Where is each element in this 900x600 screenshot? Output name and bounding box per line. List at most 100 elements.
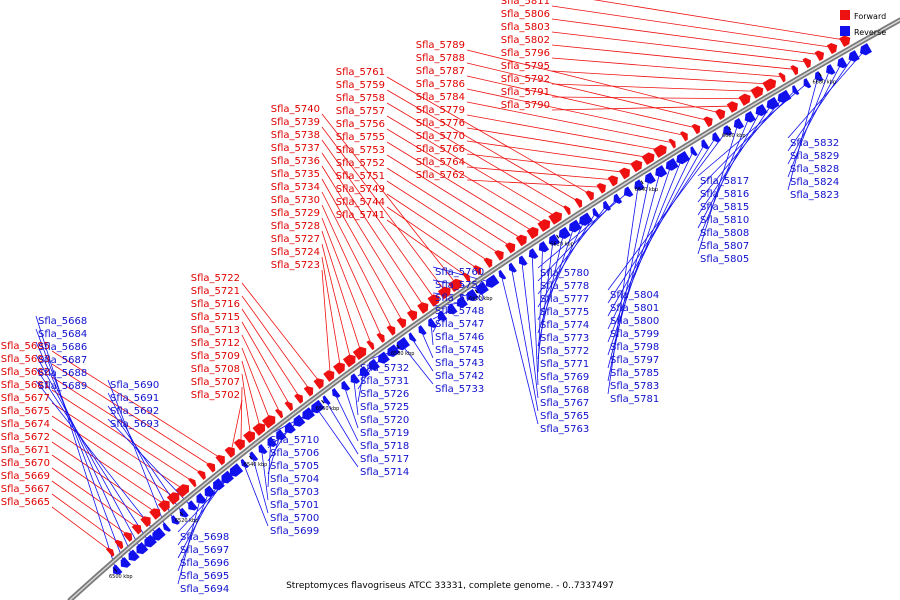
forward-gene-label: Sfla_5734 <box>271 182 320 193</box>
reverse-gene-arrow <box>848 50 860 62</box>
forward-gene-arrow <box>386 325 396 336</box>
forward-connector <box>241 334 281 414</box>
forward-connector <box>51 415 175 498</box>
forward-gene-arrow <box>252 423 266 436</box>
reverse-connector <box>35 380 158 536</box>
forward-gene-label: Sfla_5667 <box>1 484 50 495</box>
forward-gene-arrow <box>206 462 216 473</box>
forward-connector <box>386 128 546 225</box>
reverse-gene-arrow <box>267 436 277 447</box>
forward-connector <box>321 256 341 368</box>
reverse-gene-arrow <box>528 248 539 259</box>
forward-connector <box>466 49 722 114</box>
forward-gene-arrow <box>166 492 180 505</box>
reverse-connector <box>537 240 554 360</box>
reverse-gene-label: Sfla_5760 <box>435 267 484 278</box>
scale-tick <box>179 511 184 516</box>
reverse-gene-label: Sfla_5694 <box>180 584 229 595</box>
reverse-gene-arrow <box>755 103 768 117</box>
reverse-gene-label: Sfla_5780 <box>540 268 589 279</box>
reverse-connector <box>420 330 434 359</box>
forward-gene-label: Sfla_5744 <box>336 197 385 208</box>
reverse-gene-label: Sfla_5746 <box>435 332 484 343</box>
reverse-connector <box>357 365 374 390</box>
reverse-gene-arrow <box>733 118 745 130</box>
forward-gene-label: Sfla_5675 <box>1 406 50 417</box>
forward-gene-label: Sfla_5669 <box>1 471 50 482</box>
scale-tick <box>321 399 325 404</box>
gene-labels: Sfla_5665 Sfla_5667 Sfla_5669 Sfla_5670 Sfla… <box>1 0 839 595</box>
reverse-gene-arrow <box>311 399 325 414</box>
forward-connector <box>466 127 650 159</box>
forward-gene-arrow <box>826 42 838 55</box>
reverse-gene-arrow <box>676 150 691 165</box>
forward-gene-label: Sfla_5740 <box>271 104 320 115</box>
reverse-gene-label: Sfla_5768 <box>540 385 589 396</box>
forward-gene-label: Sfla_5683 <box>1 354 50 365</box>
forward-connector <box>241 308 301 398</box>
reverse-gene-arrow <box>803 78 812 89</box>
forward-connector <box>551 44 796 70</box>
reverse-gene-arrow <box>777 89 792 104</box>
scale-ticks: 6500 kbp 6520 kbp 6540 kbp 6560 kbp 6580 kbp… <box>109 72 836 580</box>
reverse-gene-label: Sfla_5773 <box>540 333 589 344</box>
scale-tick-label: 6580 kbp <box>391 351 415 357</box>
forward-gene-arrow <box>790 65 799 76</box>
forward-connector <box>386 154 523 240</box>
reverse-gene-label: Sfla_5695 <box>180 571 229 582</box>
scale-tick-label: 6680 kbp <box>812 80 836 86</box>
scale-tick <box>818 72 822 77</box>
reverse-gene-arrow <box>332 387 341 398</box>
forward-gene-arrow <box>563 205 571 216</box>
forward-gene-arrow <box>175 484 190 498</box>
forward-gene-label: Sfla_5736 <box>271 156 320 167</box>
forward-gene-arrow <box>366 340 375 351</box>
forward-connector <box>466 75 698 129</box>
forward-gene-label: Sfla_5795 <box>501 61 550 72</box>
reverse-gene-arrow <box>690 146 698 157</box>
reverse-connector <box>537 206 607 295</box>
forward-gene-label: Sfla_5762 <box>416 170 465 181</box>
forward-gene-arrow <box>224 446 235 458</box>
forward-gene-label: Sfla_5776 <box>416 118 465 129</box>
forward-connector <box>386 193 490 263</box>
forward-connector <box>230 399 243 452</box>
reverse-gene-label: Sfla_5774 <box>540 320 589 331</box>
reverse-gene-arrow <box>792 85 800 96</box>
reverse-gene-label: Sfla_5742 <box>435 371 484 382</box>
forward-connector <box>466 88 686 136</box>
reverse-gene-arrow <box>613 193 623 204</box>
legend-forward-label: Forward <box>854 12 886 21</box>
forward-gene-label: Sfla_5792 <box>501 74 550 85</box>
forward-connector <box>51 467 139 529</box>
reverse-gene-label: Sfla_5783 <box>610 381 659 392</box>
reverse-gene-arrow <box>322 395 331 405</box>
forward-gene-label: Sfla_5730 <box>271 195 320 206</box>
forward-gene-label: Sfla_5671 <box>1 445 50 456</box>
forward-gene-arrow <box>462 272 471 283</box>
forward-gene-arrow <box>473 265 482 276</box>
reverse-gene-arrow <box>722 125 733 136</box>
scale-tick <box>640 180 644 185</box>
reverse-gene-arrow <box>538 241 550 253</box>
reverse-gene-label: Sfla_5750 <box>435 293 484 304</box>
scale-tick-label: 6640 kbp <box>635 187 659 193</box>
reverse-gene-label: Sfla_5767 <box>540 398 589 409</box>
reverse-gene-label: Sfla_5777 <box>540 294 589 305</box>
forward-connector <box>240 386 243 444</box>
forward-connector <box>386 102 569 210</box>
reverse-gene-arrow <box>221 470 234 484</box>
reverse-connector <box>537 227 575 334</box>
reverse-connector <box>607 131 727 291</box>
forward-connector <box>321 269 331 375</box>
forward-gene-label: Sfla_5681 <box>1 380 50 391</box>
forward-connector <box>321 178 404 323</box>
forward-connector <box>241 360 261 429</box>
reverse-connector <box>697 110 761 229</box>
forward-connector <box>51 428 166 506</box>
forward-gene-arrow <box>376 332 385 343</box>
forward-connector <box>321 113 457 285</box>
reverse-connector <box>35 328 125 564</box>
reverse-gene-label: Sfla_5706 <box>270 448 319 459</box>
